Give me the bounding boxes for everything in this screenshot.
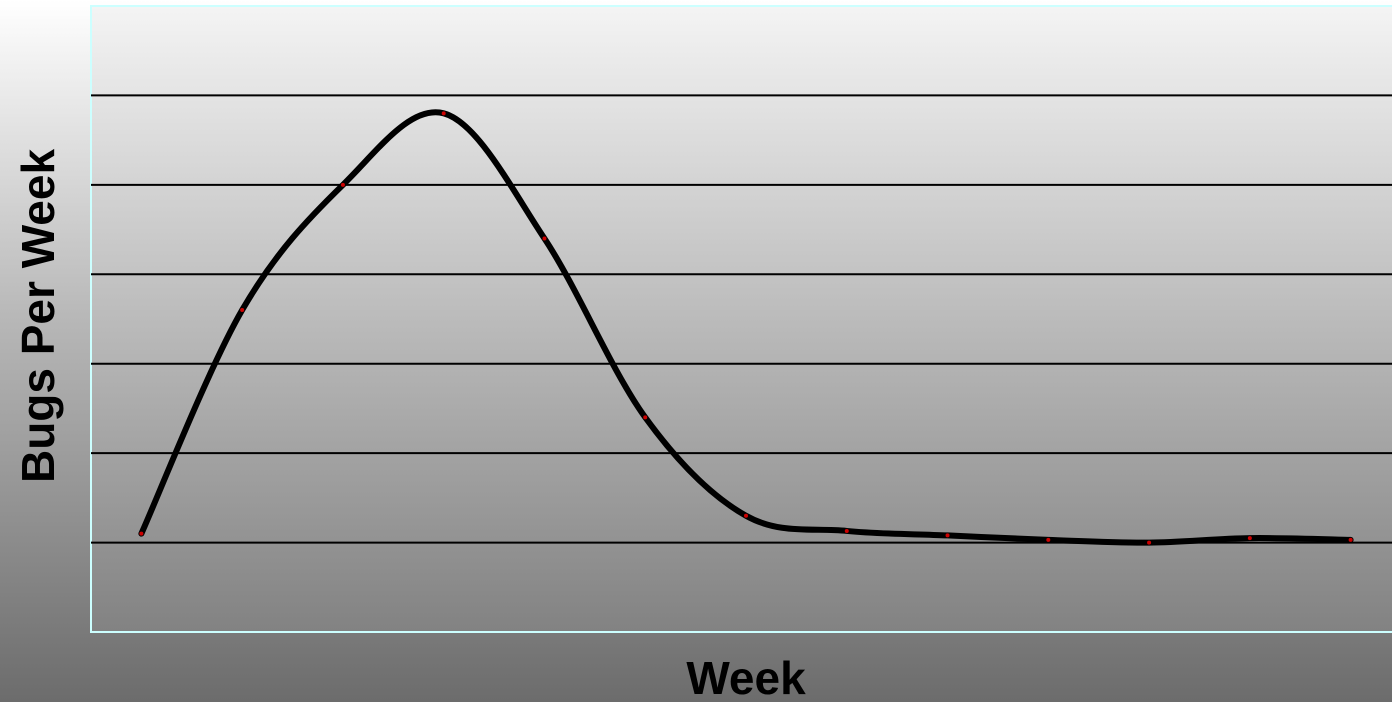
data-point — [139, 531, 144, 536]
data-point — [844, 528, 849, 533]
data-point — [1348, 537, 1353, 542]
data-point — [945, 533, 950, 538]
data-point — [542, 236, 547, 241]
plot-area — [90, 5, 1392, 633]
data-point — [1247, 536, 1252, 541]
x-axis-title: Week — [686, 652, 806, 702]
data-markers — [139, 111, 1353, 545]
data-point — [1147, 540, 1152, 545]
y-axis-title: Bugs Per Week — [12, 149, 64, 483]
data-point — [240, 308, 245, 313]
gridlines — [91, 94, 1392, 544]
data-point — [744, 513, 748, 518]
data-point — [340, 182, 345, 187]
data-point — [643, 415, 648, 420]
data-point — [441, 111, 446, 116]
data-point — [1046, 537, 1051, 542]
series-line — [138, 109, 1354, 546]
